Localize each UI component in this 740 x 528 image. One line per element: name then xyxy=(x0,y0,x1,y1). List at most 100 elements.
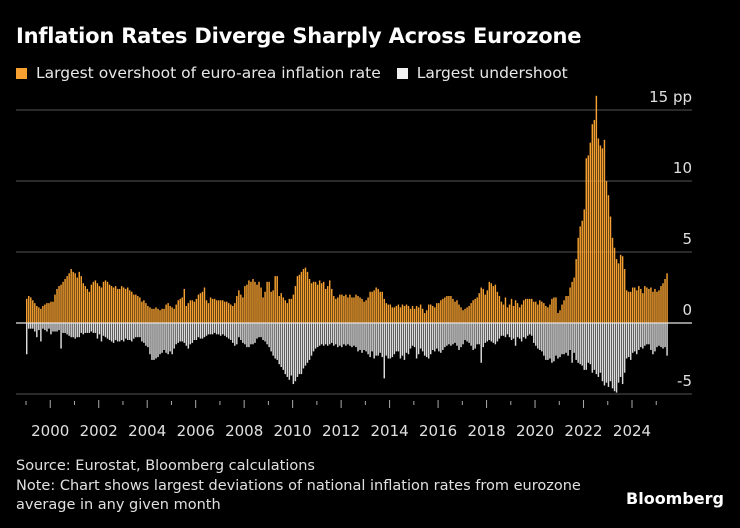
legend: Largest overshoot of euro-area inflation… xyxy=(16,64,584,82)
undershoot-bar xyxy=(361,323,363,353)
undershoot-bar xyxy=(42,323,44,329)
undershoot-bar xyxy=(650,323,652,350)
overshoot-bar xyxy=(609,216,612,323)
overshoot-bar xyxy=(425,310,428,323)
overshoot-bar xyxy=(32,300,34,323)
overshoot-bar xyxy=(646,287,648,323)
undershoot-bar xyxy=(179,323,181,342)
undershoot-bar xyxy=(347,323,349,345)
overshoot-bar xyxy=(403,305,406,323)
undershoot-bar xyxy=(349,323,351,346)
overshoot-bar xyxy=(569,287,571,323)
undershoot-bar xyxy=(223,323,226,336)
overshoot-bar xyxy=(452,298,454,323)
undershoot-bar xyxy=(314,323,317,349)
undershoot-bar xyxy=(114,323,117,341)
overshoot-bar xyxy=(502,304,505,323)
overshoot-bar xyxy=(369,291,371,323)
overshoot-bar xyxy=(599,145,602,323)
overshoot-bar xyxy=(56,288,58,323)
undershoot-bar xyxy=(203,323,206,338)
overshoot-bar xyxy=(143,300,145,323)
undershoot-bar xyxy=(533,323,535,343)
overshoot-bar xyxy=(42,305,44,323)
undershoot-bar xyxy=(654,323,656,352)
undershoot-bar xyxy=(250,323,252,345)
overshoot-bar xyxy=(274,276,276,323)
overshoot-bar xyxy=(472,300,474,323)
undershoot-bar xyxy=(535,323,537,346)
overshoot-bar xyxy=(131,291,133,323)
overshoot-bar xyxy=(589,142,592,323)
undershoot-bar xyxy=(137,323,139,338)
undershoot-bar xyxy=(100,323,103,342)
undershoot-bar xyxy=(472,323,474,350)
undershoot-bar xyxy=(411,323,414,346)
undershoot-bar xyxy=(498,323,501,339)
undershoot-bar xyxy=(595,323,598,375)
overshoot-bar xyxy=(603,139,606,323)
overshoot-bar xyxy=(44,304,46,323)
overshoot-bar xyxy=(54,294,56,323)
overshoot-bar xyxy=(561,304,563,323)
legend-item-overshoot: Largest overshoot of euro-area inflation… xyxy=(16,64,381,82)
undershoot-bar xyxy=(476,323,478,345)
undershoot-bar xyxy=(450,323,452,346)
undershoot-bar xyxy=(474,323,476,349)
undershoot-bar xyxy=(322,323,325,346)
overshoot-bar xyxy=(623,269,626,323)
overshoot-bar xyxy=(292,294,295,323)
undershoot-bar xyxy=(64,323,66,333)
overshoot-bar xyxy=(155,307,157,323)
undershoot-bar xyxy=(276,323,278,360)
overshoot-bar xyxy=(593,119,596,323)
x-tick-label: 2024 xyxy=(613,422,651,440)
undershoot-bar xyxy=(302,323,305,369)
undershoot-bar xyxy=(559,323,561,358)
undershoot-bar xyxy=(165,323,167,353)
overshoot-bar xyxy=(50,301,52,323)
overshoot-bar xyxy=(520,304,523,323)
overshoot-bar xyxy=(137,296,139,323)
undershoot-bar xyxy=(246,323,248,348)
overshoot-bar xyxy=(272,290,274,323)
overshoot-bar xyxy=(438,303,440,323)
undershoot-bar xyxy=(88,323,91,333)
undershoot-bar xyxy=(213,323,216,333)
x-tick-label: 2020 xyxy=(516,422,554,440)
undershoot-bar xyxy=(290,323,293,376)
overshoot-bar xyxy=(510,298,513,323)
undershoot-bar xyxy=(181,323,183,342)
undershoot-bar xyxy=(355,323,357,348)
overshoot-bar xyxy=(496,291,499,323)
overshoot-bar xyxy=(171,307,173,323)
overshoot-bar xyxy=(52,301,54,323)
overshoot-bar xyxy=(636,290,638,323)
overshoot-bar xyxy=(432,305,434,323)
undershoot-bar xyxy=(124,323,127,339)
undershoot-bar xyxy=(541,323,543,352)
overshoot-bar xyxy=(135,294,137,323)
x-tick-label: 2016 xyxy=(419,422,457,440)
undershoot-bar xyxy=(207,323,210,335)
overshoot-bar xyxy=(90,284,93,323)
overshoot-bar xyxy=(225,301,228,323)
undershoot-bar xyxy=(306,323,309,363)
overshoot-bar xyxy=(367,297,369,323)
undershoot-bar xyxy=(482,323,484,348)
overshoot-bar xyxy=(504,297,507,323)
overshoot-bar xyxy=(541,301,543,323)
overshoot-bar xyxy=(96,283,99,323)
undershoot-bar xyxy=(415,323,418,359)
overshoot-bar xyxy=(26,298,28,323)
overshoot-bar xyxy=(355,294,357,323)
overshoot-bar xyxy=(60,284,62,323)
undershoot-bar xyxy=(605,323,608,383)
undershoot-bar xyxy=(209,323,212,335)
legend-swatch-undershoot xyxy=(396,67,408,79)
undershoot-bar xyxy=(494,323,497,345)
undershoot-bar xyxy=(153,323,155,360)
overshoot-bar xyxy=(120,286,123,323)
overshoot-bar xyxy=(411,305,414,323)
undershoot-bar xyxy=(462,323,464,345)
